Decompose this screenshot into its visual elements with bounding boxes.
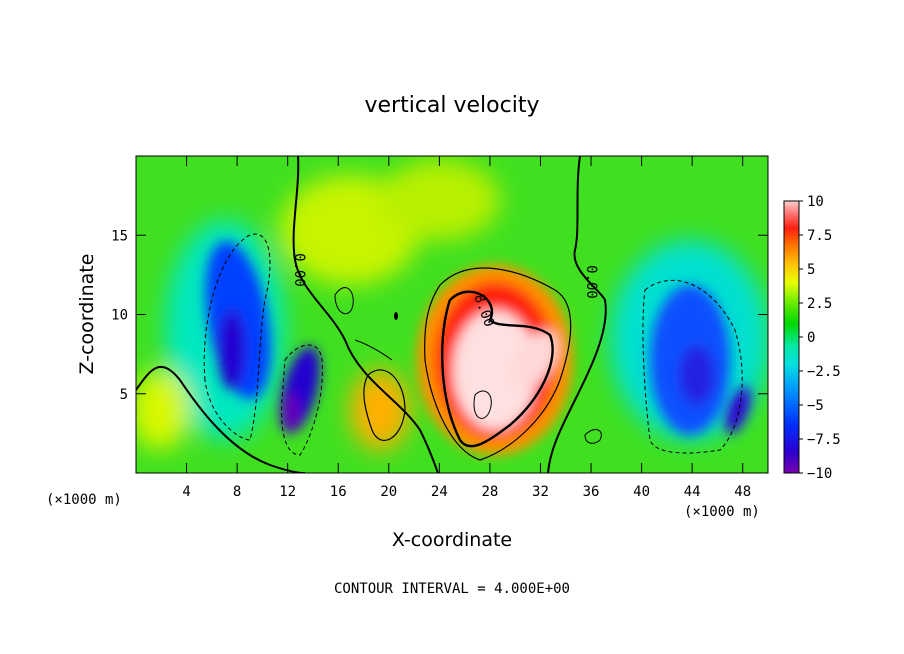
colorbar-tick-label: 2.5: [807, 296, 832, 312]
contour-neg-low: [281, 344, 323, 456]
colorbar-tick-label: −5: [807, 398, 824, 414]
contour-updraft-boundary: [424, 267, 572, 461]
x-axis: 4 8 12 16 20 24 28 32 36 40 44 48: [182, 156, 751, 500]
field-downdraft-right-core: [679, 345, 715, 405]
colorbar-ticks: 10 7.5 5 2.5 0 −2.5 −5 −7.5 −10: [799, 194, 841, 482]
contour-small-orange: [363, 369, 406, 441]
y-axis: 5 10 15: [111, 228, 768, 403]
x-ticks: [186, 156, 744, 473]
contour-eight: [441, 290, 554, 448]
x-tick-label: 24: [431, 484, 448, 500]
contour-label: 0.00: [291, 253, 307, 287]
field-downdraft-right-low: [725, 386, 751, 434]
x-tick-labels: 4 8 12 16 20 24 28 32 36 40 44 48: [182, 484, 751, 500]
x-tick-label: 40: [633, 484, 650, 500]
contour-interval-text: CONTOUR INTERVAL = 4.000E+00: [334, 581, 570, 597]
x-tick-label: 36: [583, 484, 600, 500]
plot-area: [136, 156, 768, 473]
x-unit-left: (×1000 m): [46, 492, 122, 508]
contour-neg-right: [642, 279, 743, 454]
contour-label: 0.00: [583, 265, 599, 299]
chart-title: vertical velocity: [364, 93, 539, 118]
field-region-yellow-mid: [380, 160, 500, 240]
x-tick-label: 48: [734, 484, 751, 500]
colorbar-gradient: [783, 200, 800, 474]
contour-zero-left: [292, 156, 439, 473]
contour-thin-streak: [354, 339, 393, 361]
x-tick-label: 16: [330, 484, 347, 500]
contour-zero-right: [547, 156, 607, 473]
contour-small-positive: [334, 287, 354, 315]
colorbar-tick-label: 0: [807, 330, 815, 346]
y-ticks: [136, 234, 768, 395]
x-tick-label: 28: [481, 484, 498, 500]
x-tick-label: 12: [279, 484, 296, 500]
contour-zero-lower-left: [136, 366, 306, 473]
colorbar-tick-label: −10: [807, 466, 832, 482]
x-tick-label: 44: [684, 484, 701, 500]
colorbar-tick-label: 7.5: [807, 228, 832, 244]
colorbar: 10 7.5 5 2.5 0 −2.5 −5 −7.5 −10: [783, 194, 841, 482]
x-tick-label: 20: [380, 484, 397, 500]
contour-blob-lower-right: [584, 429, 602, 444]
contour-core: [473, 390, 492, 419]
colorbar-tick-label: −2.5: [807, 364, 841, 380]
colorbar-tick-label: −7.5: [807, 432, 841, 448]
y-axis-label: Z-coordinate: [76, 254, 98, 375]
field-downdraft-left-core: [218, 310, 246, 390]
field-region-yellow-left: [136, 370, 190, 450]
y-tick-label: 10: [111, 308, 128, 324]
contour-lines: [136, 156, 743, 473]
field-downdraft-low-core: [286, 392, 298, 432]
x-tick-label: 4: [182, 484, 190, 500]
x-tick-label: 8: [233, 484, 241, 500]
x-unit-right: (×1000 m): [684, 504, 760, 520]
colorbar-tick-label: 5: [807, 262, 815, 278]
field-region-orange-mid: [350, 370, 410, 450]
x-axis-label: X-coordinate: [392, 529, 512, 551]
y-tick-labels: 5 10 15: [111, 228, 128, 403]
colorbar-tick-label: 10: [807, 194, 824, 210]
contour-minimum-marker: [394, 312, 398, 320]
y-tick-label: 15: [111, 228, 128, 244]
contour-neg-left: [203, 233, 271, 441]
x-tick-label: 32: [532, 484, 549, 500]
y-tick-label: 5: [120, 387, 128, 403]
